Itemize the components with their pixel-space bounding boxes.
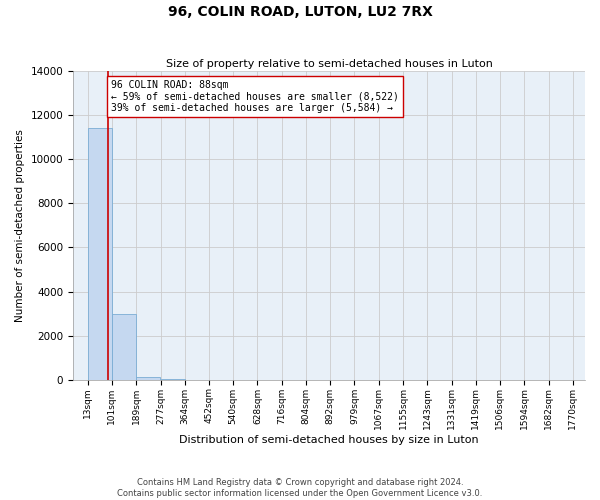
Text: 96 COLIN ROAD: 88sqm
← 59% of semi-detached houses are smaller (8,522)
39% of se: 96 COLIN ROAD: 88sqm ← 59% of semi-detac… (111, 80, 399, 113)
Bar (136, 377, 160, 380)
Bar (112, 314, 136, 380)
Text: Contains HM Land Registry data © Crown copyright and database right 2024.
Contai: Contains HM Land Registry data © Crown c… (118, 478, 482, 498)
X-axis label: Distribution of semi-detached houses by size in Luton: Distribution of semi-detached houses by … (179, 435, 479, 445)
Title: Size of property relative to semi-detached houses in Luton: Size of property relative to semi-detach… (166, 59, 493, 69)
Y-axis label: Number of semi-detached properties: Number of semi-detached properties (15, 129, 25, 322)
Text: 96, COLIN ROAD, LUTON, LU2 7RX: 96, COLIN ROAD, LUTON, LU2 7RX (167, 5, 433, 19)
Bar (88, 128, 112, 380)
